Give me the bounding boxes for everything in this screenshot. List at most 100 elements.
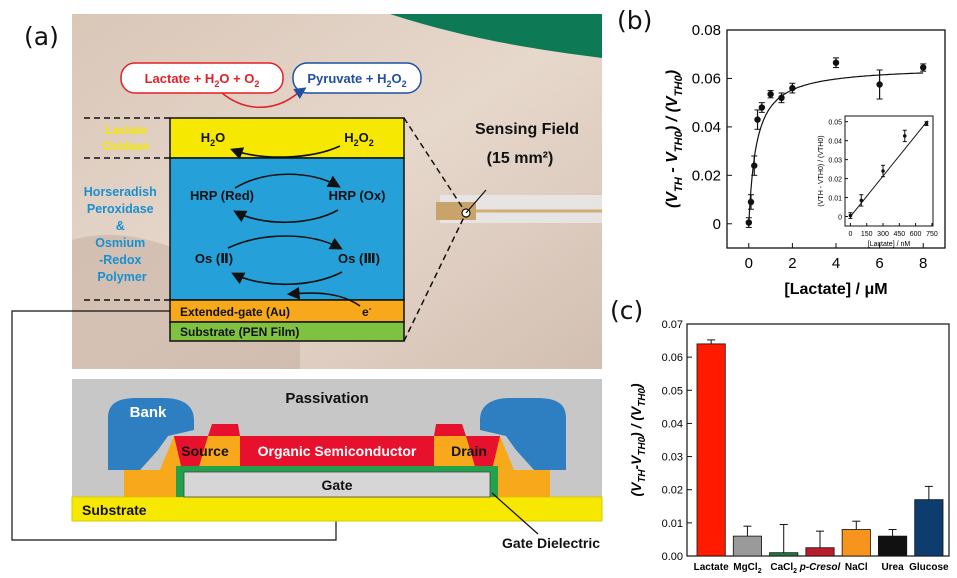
panel-label-c: (c) [610, 296, 644, 325]
y-tick-label: 0.06 [662, 352, 683, 364]
reaction-pyruvate: Pyruvate + H2O2 [292, 62, 422, 94]
inset-x-axis-label: [Lactate] / nM [868, 241, 911, 248]
drain-label: Drain [451, 443, 487, 459]
category-label: Lactate [694, 562, 729, 573]
inset-x-tick-label: 600 [910, 231, 922, 238]
x-tick-label: 8 [919, 255, 927, 272]
gate-electrode [183, 471, 491, 498]
inset-y-tick-label: 0 [838, 215, 842, 222]
x-tick-label: 2 [788, 255, 796, 272]
y-axis-label: (VTH - VTH0) / (VTH0) [664, 70, 685, 208]
bar-glucose [914, 499, 944, 557]
substrate-layer [71, 496, 603, 522]
lactate-oxidase-layer [169, 117, 405, 159]
data-point [758, 104, 766, 111]
y-tick-label: 0 [713, 216, 721, 233]
y-tick-label: 0.02 [662, 485, 683, 497]
substrate-pen-label: Substrate (PEN Film) [180, 325, 299, 339]
inset-y-tick-label: 0.01 [828, 196, 842, 203]
x-axis-label: [Lactate] / μM [784, 281, 887, 298]
inset-data-point [859, 198, 864, 203]
h2o-label: H2O [201, 130, 226, 148]
y-tick-label: 0.08 [692, 22, 721, 39]
inset-x-tick-label: 750 [926, 231, 938, 238]
y-axis-label: (VTH-VTH0) / (VTH0) [628, 383, 648, 496]
organic-semiconductor [240, 436, 434, 466]
fit-curve [748, 72, 924, 224]
inset-x-tick-label: 0 [848, 231, 852, 238]
inset-frame [844, 115, 934, 227]
y-tick-label: 0.02 [692, 167, 721, 184]
inset-fit-line [850, 120, 928, 217]
otft-cross-section [71, 379, 603, 522]
data-point [751, 162, 758, 169]
category-label: MgCl2 [733, 562, 761, 575]
bar-cacl2 [769, 552, 799, 557]
y-tick-label: 0.03 [662, 452, 683, 464]
data-point [876, 81, 883, 88]
x-tick-label: 0 [745, 255, 753, 272]
panel-label-a: (a) [24, 22, 59, 51]
y-tick-label: 0.05 [662, 385, 683, 397]
category-label: Urea [881, 562, 904, 573]
dashed-guides [84, 117, 467, 342]
x-tick-label: 4 [832, 255, 840, 272]
data-point [832, 59, 840, 66]
bar-lactate [696, 343, 726, 557]
data-point [920, 64, 927, 71]
category-label: CaCl2 [770, 562, 797, 575]
bank-label: Bank [130, 404, 167, 421]
right-bank [480, 398, 566, 470]
hrp-ox-label: HRP (Ox) [329, 188, 386, 203]
svg-text:Lactate + H2O + O2: Lactate + H2O + O2 [145, 71, 260, 89]
data-point [767, 90, 774, 98]
category-label: p-Cresol [799, 562, 841, 573]
inset-data-point [924, 121, 929, 126]
substrate-label: Substrate [82, 502, 147, 518]
extended-gate-label: Extended-gate (Au) [180, 305, 290, 319]
sensing-field-area: (15 mm²) [487, 150, 554, 167]
h2o2-label: H2O2 [344, 130, 374, 148]
x-tick-label: 6 [875, 255, 883, 272]
inset-x-tick-label: 450 [893, 231, 905, 238]
inset-y-tick-label: 0.03 [828, 158, 842, 165]
inset-x-tick-label: 150 [861, 231, 873, 238]
bar-p-cresol [805, 547, 835, 557]
inset-y-axis-label: (VTH - VTH0) / (VTH0) [818, 135, 825, 206]
data-point [754, 116, 761, 123]
y-tick-label: 0.06 [692, 70, 721, 87]
chart-b-lactate-response: 0 0.02 0.04 0.06 0.08 0 2 4 6 8 [Lactate] / μM (VTH… [664, 22, 946, 298]
data-point [745, 219, 752, 226]
category-label: Glucose [909, 562, 949, 573]
inset-x-tick-label: 300 [877, 231, 889, 238]
y-tick-label: 0.04 [692, 119, 721, 136]
data-point [747, 198, 755, 206]
data-point [789, 84, 796, 92]
svg-text:Pyruvate + H2O2: Pyruvate + H2O2 [307, 71, 406, 89]
os3-label: Os (Ⅲ) [338, 251, 380, 266]
lactate-oxidase-label: Lactate Oxidase [103, 123, 150, 153]
chart-c-selectivity: 0.00 0.01 0.02 0.03 0.04 0.05 0.06 0.07 (VTH-VTH… [628, 319, 950, 575]
source-label: Source [181, 443, 229, 459]
inset-y-tick-label: 0.02 [828, 177, 842, 184]
gate-dielectric [176, 466, 498, 497]
electron-label: e- [362, 304, 372, 319]
hrp-osmium-label: Horseradish Peroxidase & Osmium -Redox P… [84, 185, 160, 284]
inset-y-tick-label: 0.05 [828, 120, 842, 127]
connection-wire [11, 310, 337, 541]
semiconductor-label: Organic Semiconductor [258, 443, 417, 459]
data-point [778, 94, 785, 102]
gate-dielectric-label: Gate Dielectric [502, 535, 600, 551]
passivation-label: Passivation [285, 390, 368, 407]
y-tick-label: 0.00 [662, 551, 683, 563]
inset-data-point [848, 213, 853, 218]
sensing-field-title: Sensing Field [475, 121, 579, 138]
inset-data-point [881, 169, 885, 173]
y-tick-label: 0.04 [662, 418, 683, 430]
bar-urea [878, 535, 908, 557]
reaction-lactate: Lactate + H2O + O2 [120, 62, 284, 94]
gate-label: Gate [321, 477, 352, 493]
category-label: NaCl [845, 562, 868, 573]
bar-nacl [841, 529, 871, 557]
